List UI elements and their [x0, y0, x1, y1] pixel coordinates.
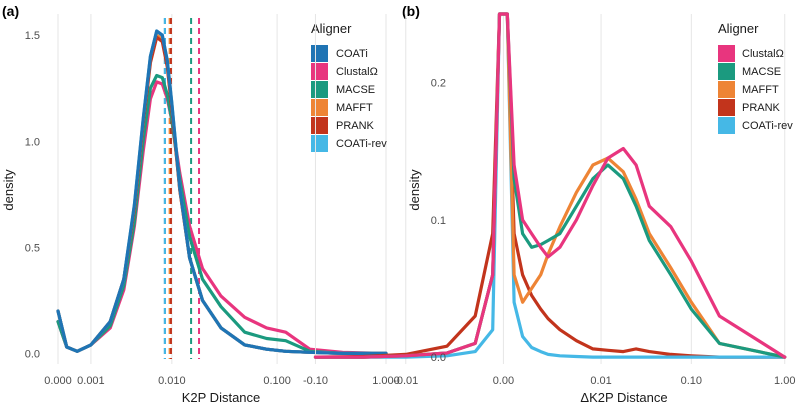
panel-b-x-tick-label: 0.10: [681, 375, 702, 387]
panel-b-x-axis-title: ΔK2P Distance: [580, 390, 667, 405]
panel-b-y-tick-label: 0.0: [431, 352, 446, 364]
panel-a-x-tick-label: 1.000: [372, 375, 400, 387]
panel-a-y-ticks: 0.0 0.5 1.0 1.5: [25, 30, 40, 360]
panel-b: (b) 0.0 0.1 0.2 -0.10 -0.01 0.00 0.01 0.10 1.00…: [303, 3, 796, 405]
panel-a-legend-swatch: [311, 63, 328, 80]
panel-a-legend: Aligner COATi ClustalΩ MACSE MAFFT PRANK COAT…: [311, 21, 387, 152]
panel-a-legend-label: ClustalΩ: [336, 66, 378, 78]
panel-b-x-tick-label: 0.01: [590, 375, 611, 387]
panel-b-legend-label: PRANK: [742, 102, 781, 114]
panel-a-x-ticks: 0.000 0.001 0.010 0.100 1.000: [44, 375, 400, 387]
panel-b-line-PRANK: [313, 12, 787, 359]
panel-b-line-ClustalΩ: [313, 12, 787, 359]
panel-a-legend-swatch: [311, 117, 328, 134]
panel-a-line-COATi-rev: [56, 29, 388, 355]
panel-b-legend-swatch: [718, 63, 735, 80]
panel-b-label: (b): [402, 3, 420, 19]
panel-a-legend-label: MACSE: [336, 84, 375, 96]
panel-a-x-tick-label: 0.000: [44, 375, 72, 387]
panel-b-y-ticks: 0.0 0.1 0.2: [431, 78, 446, 365]
panel-a-x-axis-title: K2P Distance: [182, 390, 261, 405]
panel-b-legend-label: ClustalΩ: [742, 48, 784, 60]
panel-a-x-tick-label: 0.001: [77, 375, 105, 387]
panel-b-y-tick-label: 0.1: [431, 215, 446, 227]
panel-a-legend-label: COATi: [336, 48, 368, 60]
panel-a-line-COATi: [56, 29, 388, 355]
panel-a-label: (a): [2, 3, 19, 19]
panel-b-x-tick-label: 1.00: [774, 375, 795, 387]
panel-a-legend-label: PRANK: [336, 120, 375, 132]
panel-b-legend-swatch: [718, 117, 735, 134]
panel-b-legend-title: Aligner: [718, 21, 759, 36]
panel-b-density-lines: [313, 12, 787, 359]
panel-b-legend-swatch: [718, 99, 735, 116]
panel-b-y-axis-title: density: [407, 169, 422, 211]
panel-a-line-MACSE: [56, 73, 388, 355]
panel-b-x-tick-label: 0.00: [493, 375, 514, 387]
panel-b-grid: [314, 14, 786, 364]
panel-a: (a) 0.0 0.5 1.0 1.5 0.000 0.001 0.010 0.100 1.0…: [1, 3, 400, 405]
panel-a-mean-lines: [163, 18, 201, 359]
panel-a-legend-swatch: [311, 99, 328, 116]
panel-a-legend-swatch: [311, 45, 328, 62]
panel-a-legend-label: COATi-rev: [336, 138, 387, 150]
panel-b-legend-label: COATi-rev: [742, 120, 793, 132]
panel-a-x-tick-label: 0.100: [263, 375, 291, 387]
panel-b-legend-label: MAFFT: [742, 84, 779, 96]
panel-b-legend: Aligner ClustalΩ MACSE MAFFT PRANK COATi-rev: [718, 21, 793, 134]
panel-b-y-tick-label: 0.2: [431, 78, 446, 90]
panel-b-x-ticks: -0.10 -0.01 0.00 0.01 0.10 1.00: [303, 375, 796, 387]
panel-a-y-tick-label: 1.5: [25, 30, 40, 42]
panel-a-legend-swatch: [311, 81, 328, 98]
panel-b-line-COATi-rev: [313, 12, 787, 359]
panel-a-legend-label: MAFFT: [336, 102, 373, 114]
panel-b-legend-swatch: [718, 45, 735, 62]
panel-a-y-tick-label: 0.0: [25, 348, 40, 360]
panel-a-x-tick-label: 0.010: [158, 375, 186, 387]
panel-b-x-tick-label: -0.10: [303, 375, 328, 387]
panel-b-legend-swatch: [718, 81, 735, 98]
panel-a-density-lines: [56, 29, 388, 355]
panel-b-x-tick-label: -0.01: [393, 375, 418, 387]
panel-a-y-tick-label: 1.0: [25, 136, 40, 148]
panel-a-legend-swatch: [311, 135, 328, 152]
panel-b-legend-label: MACSE: [742, 66, 781, 78]
panel-a-y-axis-title: density: [1, 169, 16, 211]
panel-a-legend-title: Aligner: [311, 21, 352, 36]
panel-a-y-tick-label: 0.5: [25, 242, 40, 254]
